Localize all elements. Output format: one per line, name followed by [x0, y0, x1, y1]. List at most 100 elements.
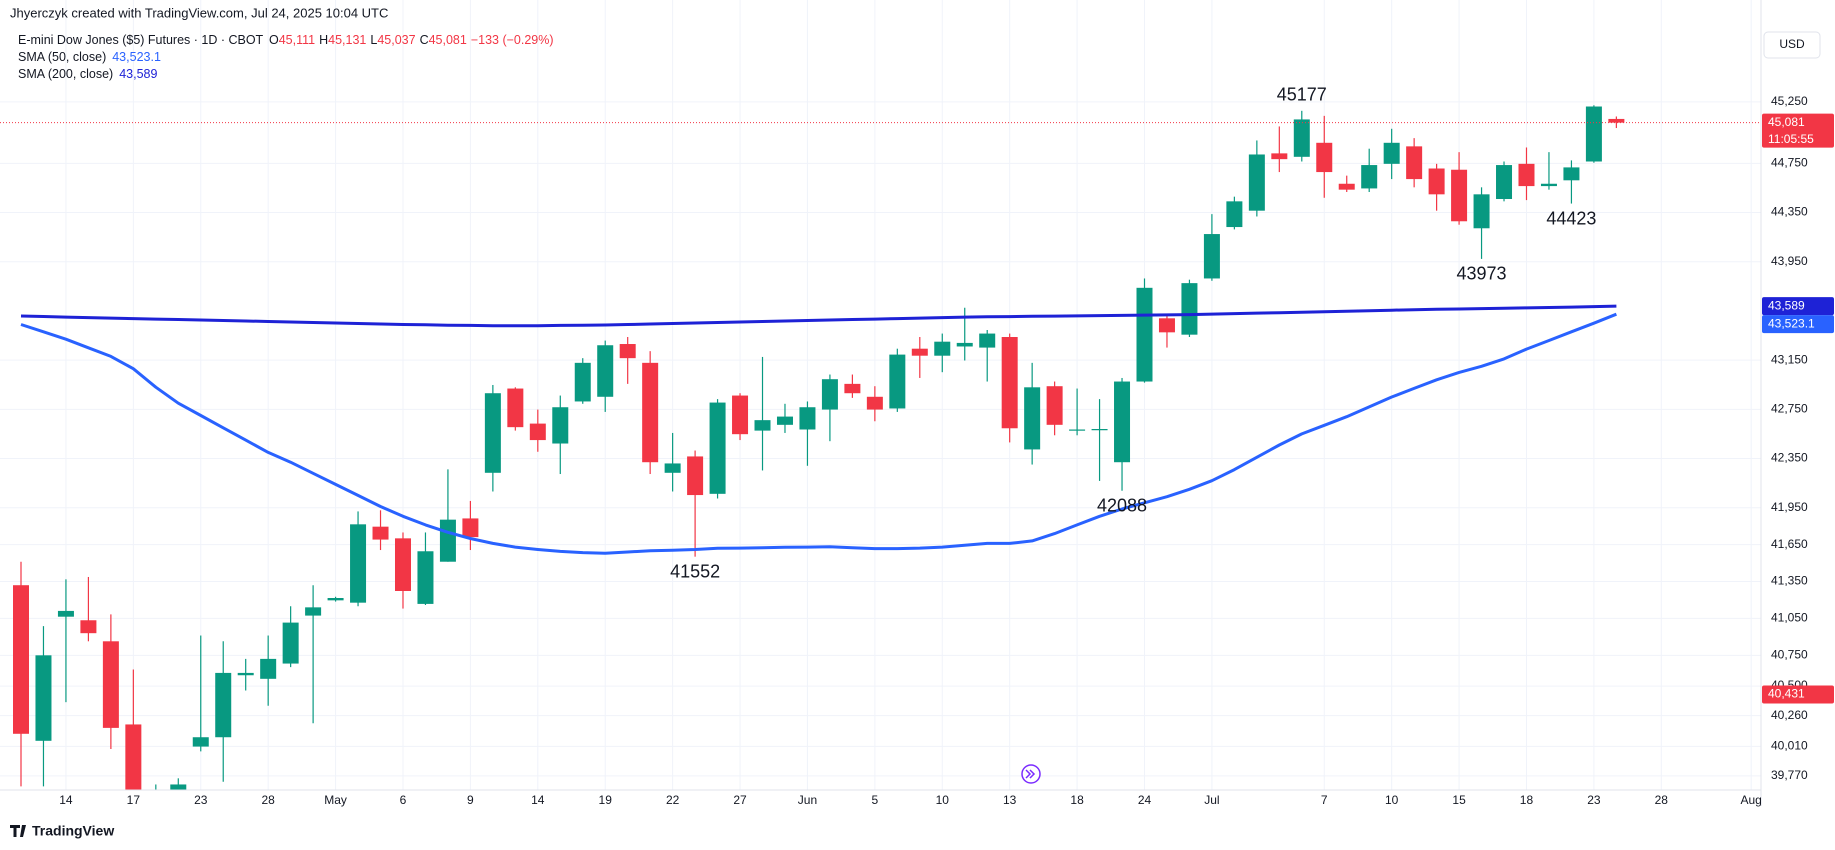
- x-tick-label: 28: [1655, 793, 1669, 807]
- candle-body: [394, 538, 411, 591]
- candle-body: [1540, 183, 1557, 187]
- candle-body: [102, 641, 119, 728]
- candle-body: [327, 598, 344, 601]
- candle-body: [1069, 429, 1086, 431]
- price-tag-label: 43,523.1: [1768, 316, 1815, 330]
- candle-body: [13, 585, 29, 734]
- x-tick-label: Jun: [798, 793, 817, 807]
- candle-body: [484, 393, 501, 473]
- candle-body: [1158, 318, 1175, 333]
- x-tick-label: Jul: [1204, 793, 1219, 807]
- candle-body: [709, 402, 726, 494]
- candle-body: [1428, 168, 1445, 195]
- candle-body: [844, 383, 861, 394]
- candle-body: [237, 672, 254, 676]
- candle-body: [866, 396, 883, 410]
- x-tick-label: 18: [1520, 793, 1534, 807]
- candle-body: [1496, 165, 1513, 200]
- candle-body: [732, 395, 749, 435]
- sma-line: [20, 304, 1617, 328]
- currency-button[interactable]: [1763, 31, 1821, 59]
- candle-body: [687, 456, 704, 496]
- x-tick-label: 17: [127, 793, 141, 807]
- ohlc-value: 45,111: [279, 33, 315, 47]
- credit: Jhyerczyk created with TradingView.com, …: [10, 5, 388, 20]
- x-tick-label: 5: [872, 793, 879, 807]
- candle-body: [282, 622, 299, 664]
- ohlc-value: 45,081: [429, 33, 467, 47]
- price-tag-label: 40,431: [1768, 687, 1805, 701]
- candle-body: [1518, 163, 1535, 187]
- y-tick-label: 44,350: [1771, 205, 1808, 219]
- y-tick-label: 45,250: [1771, 94, 1808, 108]
- x-tick-label: 14: [531, 793, 545, 807]
- x-tick-label: 9: [467, 793, 474, 807]
- candle-body: [1181, 283, 1198, 335]
- y-tick-label: 40,260: [1771, 708, 1808, 722]
- ohlc-value: 45,131: [328, 33, 366, 47]
- candle-body: [35, 655, 52, 741]
- ohlc-key: L: [370, 33, 377, 47]
- candle-body: [507, 388, 524, 428]
- x-tick-label: 19: [599, 793, 613, 807]
- candle-body: [1293, 119, 1310, 157]
- candle-body: [911, 348, 928, 356]
- x-tick-label: 27: [733, 793, 747, 807]
- candle-body: [529, 423, 546, 441]
- y-tick-label: 41,050: [1771, 611, 1808, 625]
- y-tick-label: 40,750: [1771, 647, 1808, 661]
- y-tick-label: 43,150: [1771, 352, 1808, 366]
- price-tag: [1762, 685, 1834, 704]
- annotation: 42088: [1097, 496, 1147, 516]
- candle-body: [1451, 169, 1468, 222]
- y-tick-label: 42,750: [1771, 402, 1808, 416]
- currency[interactable]: USD: [1779, 37, 1805, 51]
- price-tag-label: 43,589: [1768, 298, 1805, 312]
- candle-body: [1608, 118, 1625, 123]
- candle-body: [1585, 106, 1602, 162]
- x-tick-label: Aug: [1741, 793, 1762, 807]
- candle-body: [305, 607, 322, 616]
- ohlc-value: 45,037: [377, 33, 415, 47]
- sma-line: [20, 312, 1617, 555]
- candle-body: [821, 379, 838, 410]
- price-tag: [1762, 315, 1834, 334]
- candle-body: [1091, 429, 1108, 431]
- x-tick-label: 7: [1321, 793, 1328, 807]
- ohlc-key: C: [420, 33, 429, 47]
- candle-body: [1338, 183, 1355, 190]
- legend-value: 43,589: [119, 67, 157, 81]
- price-tag-label: 45,081: [1768, 115, 1805, 129]
- annotation: 44423: [1546, 208, 1596, 228]
- candle-body: [664, 463, 681, 473]
- candle-body: [125, 724, 142, 790]
- change: −133 (−0.29%): [471, 33, 554, 47]
- symbol-title: E-mini Dow Jones ($5) Futures · 1D · CBO…: [18, 33, 264, 47]
- y-tick-label: 41,650: [1771, 537, 1808, 551]
- candle-body: [1563, 167, 1580, 181]
- candle-body: [934, 341, 951, 356]
- candle-body: [1473, 194, 1490, 229]
- x-tick-label: 23: [1587, 793, 1601, 807]
- annotation: 41552: [670, 561, 720, 581]
- candle-body: [1316, 142, 1333, 173]
- candle-body: [1001, 337, 1018, 429]
- candle-body: [1114, 381, 1131, 463]
- x-tick-label: 13: [1003, 793, 1017, 807]
- candle-body: [170, 784, 187, 790]
- y-tick-label: 41,950: [1771, 500, 1808, 514]
- annotation: 45177: [1277, 85, 1327, 105]
- legend-name: SMA (50, close): [18, 50, 106, 64]
- events-icon-glyph: [1025, 769, 1036, 779]
- candle-body: [1361, 165, 1378, 189]
- y-tick-label: 39,770: [1771, 768, 1808, 782]
- x-tick-label: 22: [666, 793, 680, 807]
- candle-body: [462, 518, 479, 538]
- candle-body: [597, 345, 614, 397]
- candle-body: [642, 362, 659, 463]
- candle-body: [776, 416, 793, 425]
- price-tag: [1762, 113, 1834, 148]
- x-tick-label: 10: [1385, 793, 1399, 807]
- y-tick-label: 42,350: [1771, 451, 1808, 465]
- ohlc-key: H: [319, 33, 328, 47]
